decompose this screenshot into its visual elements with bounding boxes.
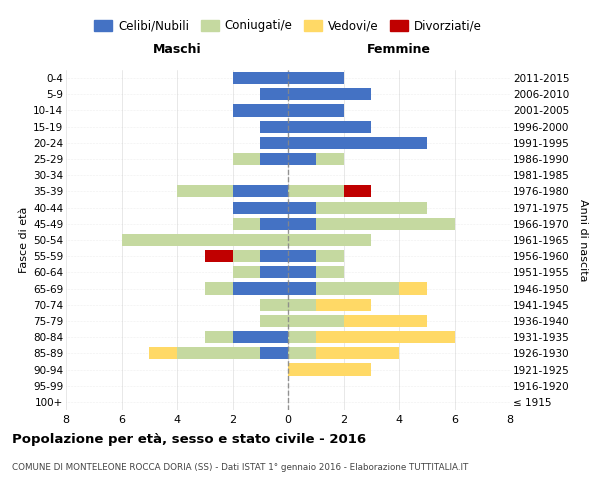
Bar	[288, 88, 371, 101]
Bar	[233, 202, 288, 213]
Bar	[316, 298, 371, 311]
Text: Maschi: Maschi	[152, 44, 202, 57]
Bar	[343, 315, 427, 327]
Bar	[288, 348, 316, 360]
Y-axis label: Anni di nascita: Anni di nascita	[578, 198, 588, 281]
Bar	[233, 72, 288, 84]
Y-axis label: Fasce di età: Fasce di età	[19, 207, 29, 273]
Bar	[288, 234, 371, 246]
Bar	[233, 186, 288, 198]
Bar	[205, 250, 233, 262]
Bar	[260, 266, 288, 278]
Bar	[260, 153, 288, 165]
Bar	[288, 218, 316, 230]
Legend: Celibi/Nubili, Coniugati/e, Vedovi/e, Divorziati/e: Celibi/Nubili, Coniugati/e, Vedovi/e, Di…	[89, 14, 487, 37]
Bar	[288, 250, 316, 262]
Bar	[288, 331, 316, 343]
Bar	[288, 202, 316, 213]
Bar	[399, 282, 427, 294]
Bar	[260, 348, 288, 360]
Bar	[177, 348, 260, 360]
Bar	[316, 153, 343, 165]
Bar	[288, 137, 427, 149]
Bar	[233, 331, 288, 343]
Bar	[205, 331, 233, 343]
Bar	[288, 120, 371, 132]
Bar	[233, 104, 288, 117]
Bar	[233, 250, 260, 262]
Bar	[260, 298, 288, 311]
Bar	[288, 186, 343, 198]
Bar	[288, 104, 343, 117]
Bar	[260, 315, 288, 327]
Text: Popolazione per età, sesso e stato civile - 2016: Popolazione per età, sesso e stato civil…	[12, 432, 366, 446]
Bar	[316, 250, 343, 262]
Bar	[288, 282, 316, 294]
Bar	[316, 282, 399, 294]
Bar	[316, 348, 399, 360]
Bar	[121, 234, 288, 246]
Bar	[316, 202, 427, 213]
Bar	[233, 282, 288, 294]
Bar	[233, 266, 260, 278]
Bar	[288, 72, 343, 84]
Bar	[149, 348, 177, 360]
Bar	[316, 331, 455, 343]
Bar	[260, 88, 288, 101]
Bar	[233, 153, 260, 165]
Bar	[343, 186, 371, 198]
Bar	[205, 282, 233, 294]
Bar	[177, 186, 233, 198]
Bar	[288, 298, 316, 311]
Bar	[288, 315, 343, 327]
Bar	[316, 266, 343, 278]
Bar	[260, 120, 288, 132]
Bar	[260, 218, 288, 230]
Text: Femmine: Femmine	[367, 44, 431, 57]
Bar	[288, 266, 316, 278]
Bar	[260, 137, 288, 149]
Bar	[316, 218, 455, 230]
Text: COMUNE DI MONTELEONE ROCCA DORIA (SS) - Dati ISTAT 1° gennaio 2016 - Elaborazion: COMUNE DI MONTELEONE ROCCA DORIA (SS) - …	[12, 462, 469, 471]
Bar	[288, 364, 371, 376]
Bar	[260, 250, 288, 262]
Bar	[288, 153, 316, 165]
Bar	[233, 218, 260, 230]
